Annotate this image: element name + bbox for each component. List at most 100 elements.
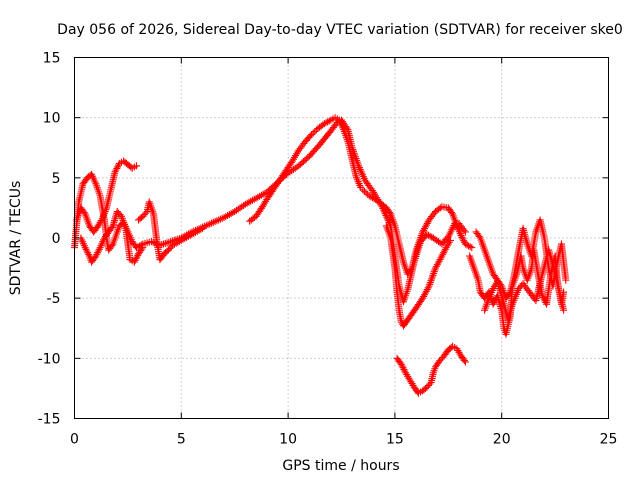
data-point: [489, 300, 497, 308]
data-point: [430, 209, 438, 217]
data-point: [183, 233, 191, 241]
data-point: [256, 192, 264, 200]
data-point: [457, 232, 465, 240]
data-point: [440, 247, 448, 255]
series-track-3: [77, 208, 147, 266]
data-point: [165, 238, 173, 246]
series-track-2: [73, 157, 140, 236]
data-point: [163, 239, 171, 247]
y-tick-label: -15: [38, 412, 61, 428]
data-point: [236, 204, 244, 212]
data-point: [311, 128, 319, 136]
data-point: [247, 197, 255, 205]
data-series: [71, 114, 570, 397]
data-point: [195, 226, 203, 234]
data-point: [133, 253, 141, 261]
data-point: [149, 238, 157, 246]
y-axis: -15 -10 -5 0 5 10 15: [38, 51, 609, 428]
data-point: [184, 232, 192, 240]
data-point: [131, 256, 139, 264]
data-point: [359, 186, 367, 194]
y-tick-label: -10: [38, 351, 61, 367]
data-point: [257, 191, 265, 199]
data-point: [465, 242, 473, 250]
data-point: [161, 239, 169, 247]
data-point: [386, 208, 394, 216]
data-point: [114, 163, 122, 171]
y-tick-label: 0: [52, 231, 61, 247]
series-track-11: [481, 246, 568, 324]
data-point: [399, 364, 407, 372]
x-axis-label: GPS time / hours: [282, 458, 399, 474]
data-point: [92, 252, 100, 260]
data-point: [80, 208, 88, 216]
data-point: [179, 235, 187, 243]
y-tick-label: 5: [52, 171, 61, 187]
data-point: [446, 236, 454, 244]
x-tick-label: 15: [386, 432, 404, 448]
data-point: [227, 210, 235, 218]
data-point: [213, 217, 221, 225]
series-track-4: [135, 198, 207, 264]
data-point: [167, 238, 175, 246]
data-point: [436, 204, 444, 212]
data-point: [85, 250, 93, 258]
data-point: [181, 234, 189, 242]
data-point: [245, 198, 253, 206]
data-point: [160, 240, 167, 248]
data-point: [309, 129, 317, 137]
data-point: [190, 229, 198, 237]
data-point: [231, 208, 239, 216]
y-tick-label: 15: [43, 51, 61, 67]
data-point: [249, 196, 256, 204]
data-point: [560, 306, 568, 314]
x-tick-label: 5: [177, 432, 186, 448]
x-tick-label: 25: [600, 432, 618, 448]
data-point: [192, 228, 200, 236]
data-point: [400, 365, 408, 373]
data-point: [139, 244, 147, 252]
data-point: [384, 217, 392, 225]
data-point: [130, 258, 138, 266]
data-point: [243, 199, 251, 207]
data-point: [438, 252, 446, 260]
data-point: [94, 247, 102, 255]
data-point: [177, 236, 185, 244]
y-tick-label: 10: [43, 111, 61, 127]
data-point: [475, 232, 483, 240]
data-point: [362, 189, 370, 197]
data-point: [424, 284, 432, 292]
data-point: [468, 244, 476, 252]
data-point: [234, 205, 242, 213]
data-point: [291, 164, 299, 172]
data-point: [324, 118, 332, 126]
data-point: [112, 166, 120, 174]
data-point: [505, 290, 513, 298]
data-point: [218, 214, 226, 222]
data-point: [426, 380, 434, 388]
data-point: [437, 254, 445, 262]
x-axis: 0 5 10 15 20 25: [70, 57, 618, 448]
series-track-7: [382, 222, 454, 330]
data-point: [94, 249, 102, 257]
data-point: [132, 255, 140, 263]
data-point: [206, 220, 214, 228]
data-point: [222, 213, 230, 221]
data-point: [562, 276, 570, 284]
data-point: [202, 222, 210, 230]
data-point: [398, 362, 406, 370]
data-point: [193, 227, 201, 235]
data-point: [252, 194, 260, 202]
data-point: [216, 215, 224, 223]
data-point: [93, 250, 101, 258]
data-point: [199, 224, 207, 232]
data-point: [138, 245, 146, 253]
series-track-8: [393, 342, 469, 397]
data-point: [539, 293, 547, 301]
data-point: [142, 209, 150, 217]
data-point: [220, 214, 228, 222]
data-point: [84, 249, 92, 257]
data-point: [308, 131, 316, 139]
data-point: [108, 223, 116, 231]
